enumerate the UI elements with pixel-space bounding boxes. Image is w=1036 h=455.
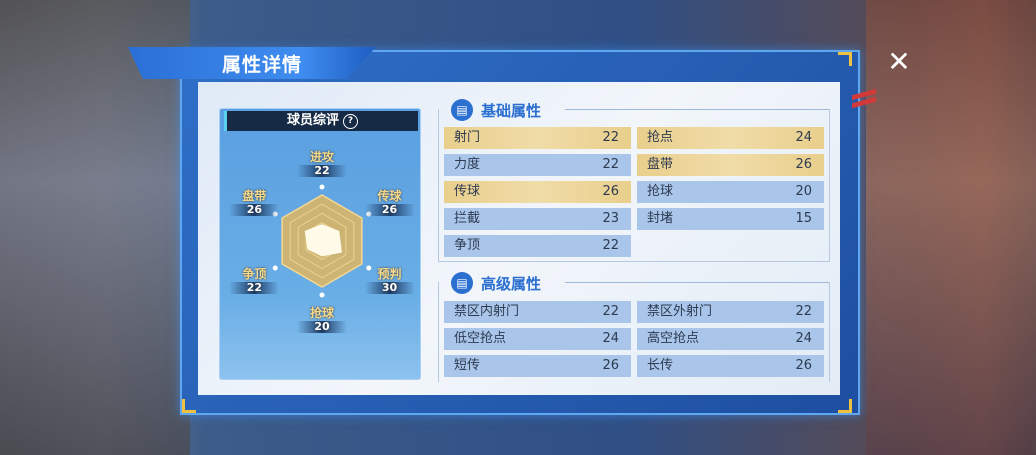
attribute-label: 封堵 — [647, 211, 674, 226]
attribute-value: 26 — [795, 157, 812, 172]
attribute-row: 传球 26 — [444, 181, 631, 203]
radar-label: 进攻 22 — [292, 148, 352, 177]
attribute-label: 高空抢点 — [647, 331, 700, 346]
attribute-value: 22 — [795, 304, 812, 319]
clipboard-icon: ▤ — [451, 99, 473, 121]
attribute-value: 23 — [602, 211, 619, 226]
attribute-label: 盘带 — [647, 157, 674, 172]
attribute-label: 禁区外射门 — [647, 304, 713, 319]
radar-axis-dot — [319, 184, 325, 190]
rating-card-header: 球员综评? — [224, 111, 418, 131]
advanced-attributes-box — [438, 282, 830, 382]
radar-label-text: 预判 — [377, 267, 402, 281]
basic-attributes-box — [438, 109, 830, 262]
attribute-value: 26 — [602, 358, 619, 373]
attribute-label: 力度 — [454, 157, 481, 172]
attribute-value: 22 — [602, 157, 619, 172]
attribute-label: 拦截 — [454, 211, 481, 226]
radar-label: 抢球 20 — [292, 304, 352, 333]
radar-label: 传球 26 — [360, 187, 420, 216]
radar-axis-dot — [366, 265, 372, 271]
advanced-attributes-title: 高级属性 — [481, 275, 542, 293]
radar-label-text: 抢球 — [309, 306, 334, 320]
attribute-value: 15 — [795, 211, 812, 226]
attribute-row: 抢点 24 — [637, 127, 824, 149]
attribute-row: 争顶 22 — [444, 235, 631, 257]
radar-label-value: 26 — [364, 204, 415, 216]
radar-label-text: 盘带 — [242, 189, 267, 203]
attribute-value: 26 — [795, 358, 812, 373]
attribute-value: 22 — [602, 130, 619, 145]
attribute-row: 高空抢点 24 — [637, 328, 824, 350]
radar-axis-dot — [319, 292, 325, 298]
attribute-label: 低空抢点 — [454, 331, 507, 346]
corner-decoration — [182, 399, 196, 413]
attribute-value: 24 — [795, 130, 812, 145]
attribute-value: 26 — [602, 184, 619, 199]
radar-value-shape — [304, 224, 342, 257]
attribute-row: 禁区外射门 22 — [637, 301, 824, 323]
radar-label-value: 20 — [297, 321, 347, 333]
attribute-label: 争顶 — [454, 238, 481, 253]
radar-grid-ring — [289, 203, 355, 279]
background-right — [866, 0, 1036, 455]
rating-card-title: 球员综评 — [286, 113, 339, 128]
attribute-label: 禁区内射门 — [454, 304, 520, 319]
title-tab — [128, 47, 376, 79]
attribute-value: 22 — [602, 304, 619, 319]
attribute-row: 抢球 20 — [637, 181, 824, 203]
basic-attributes-title: 基础属性 — [481, 102, 542, 120]
attribute-row: 禁区内射门 22 — [444, 301, 631, 323]
radar-label-text: 传球 — [377, 189, 402, 203]
radar-label: 争顶 22 — [224, 265, 284, 294]
corner-decoration — [838, 399, 852, 413]
attribute-label: 传球 — [454, 184, 481, 199]
corner-decoration — [838, 52, 852, 66]
radar-label-text: 进攻 — [309, 150, 334, 164]
radar-label-value: 26 — [229, 204, 280, 216]
attribute-value: 24 — [602, 331, 619, 346]
radar-axis-dot — [272, 265, 278, 271]
player-rating-card: 球员综评? 进攻 22 传球 26 预判 30 抢球 20 争顶 22 盘带 26 — [219, 108, 421, 380]
radar-label: 预判 30 — [360, 265, 420, 294]
radar-label-value: 22 — [297, 165, 347, 177]
attribute-row: 力度 22 — [444, 154, 631, 176]
divider — [565, 282, 830, 283]
attribute-value: 22 — [602, 238, 619, 253]
radar-label-value: 30 — [364, 282, 415, 294]
attribute-row: 封堵 15 — [637, 208, 824, 230]
attribute-value: 20 — [795, 184, 812, 199]
radar-label-text: 争顶 — [242, 267, 267, 281]
divider — [565, 109, 830, 110]
close-icon[interactable]: ✕ — [887, 45, 911, 78]
dialog-title: 属性详情 — [222, 54, 303, 76]
attribute-label: 抢点 — [647, 130, 674, 145]
attribute-label: 抢球 — [647, 184, 674, 199]
radar-label-value: 22 — [229, 282, 280, 294]
attribute-row: 低空抢点 24 — [444, 328, 631, 350]
help-icon[interactable]: ? — [343, 114, 358, 129]
attribute-row: 长传 26 — [637, 355, 824, 377]
attribute-row: 拦截 23 — [444, 208, 631, 230]
clipboard-icon: ▤ — [451, 272, 473, 294]
attribute-row: 盘带 26 — [637, 154, 824, 176]
attribute-label: 长传 — [647, 358, 674, 373]
attribute-row: 射门 22 — [444, 127, 631, 149]
attribute-label: 短传 — [454, 358, 481, 373]
attribute-value: 24 — [795, 331, 812, 346]
attribute-row: 短传 26 — [444, 355, 631, 377]
radar-grid-ring — [297, 212, 347, 270]
radar-label: 盘带 26 — [224, 187, 284, 216]
attribute-label: 射门 — [454, 130, 481, 145]
